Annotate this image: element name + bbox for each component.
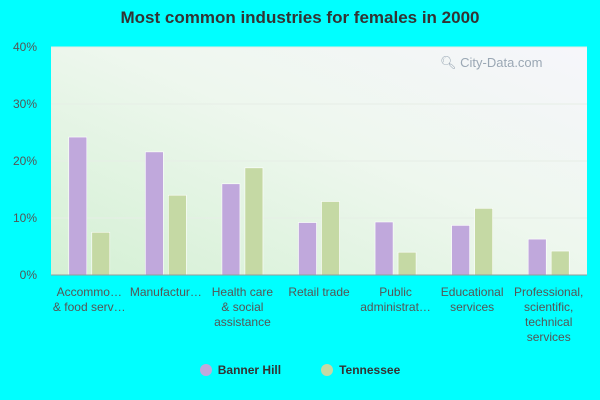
x-tick-label: Health care & social assistance	[212, 285, 274, 329]
legend-item-banner-hill: Banner Hill	[199, 363, 282, 377]
bar-tennessee	[474, 208, 493, 276]
watermark-text: City-Data.com	[460, 55, 543, 70]
bar-tennessee	[550, 250, 570, 276]
x-tick-label: Professional, scientific, technical service…	[514, 285, 583, 344]
legend-swatch-tennessee	[321, 364, 334, 376]
legend-swatch-banner-hill	[199, 364, 212, 376]
x-tick-label: Public administrat…	[360, 285, 431, 314]
bar-banner-hill	[527, 238, 547, 276]
bar-tennessee	[91, 231, 111, 276]
x-axis-labels: Accommo… & food serv… Manufactur… Health ca…	[53, 285, 583, 344]
bar-banner-hill	[374, 221, 394, 276]
bar-banner-hill	[221, 183, 241, 276]
bar-banner-hill	[145, 151, 164, 276]
bar-banner-hill	[451, 225, 470, 276]
bar-banner-hill	[298, 222, 317, 276]
y-axis-ticks: 0% 10% 20% 30% 40%	[13, 40, 37, 282]
y-tick-label: 0%	[20, 268, 38, 282]
x-tick-label: Retail trade	[288, 285, 350, 299]
x-tick-label: Accommo… & food serv…	[53, 285, 126, 314]
legend: Banner Hill Tennessee	[0, 363, 600, 377]
legend-label-banner-hill: Banner Hill	[217, 363, 282, 377]
x-tick-label: Manufactur…	[130, 285, 202, 299]
search-icon: 🔍︎	[440, 55, 457, 70]
y-tick-label: 10%	[13, 211, 37, 225]
bar-tennessee	[244, 167, 264, 276]
bar-tennessee	[321, 201, 340, 276]
y-tick-label: 30%	[13, 97, 37, 111]
bar-banner-hill	[68, 136, 88, 276]
chart-title: Most common industries for females in 20…	[120, 8, 480, 27]
x-tick-label: Educational services	[441, 285, 504, 314]
y-tick-label: 40%	[13, 40, 37, 54]
watermark: 🔍︎ City-Data.com	[440, 55, 543, 71]
legend-label-tennessee: Tennessee	[339, 363, 401, 377]
grid-lines	[51, 46, 587, 219]
bar-tennessee	[397, 251, 417, 276]
bar-tennessee	[168, 194, 187, 276]
y-tick-label: 20%	[13, 154, 37, 168]
legend-item-tennessee: Tennessee	[321, 363, 400, 377]
